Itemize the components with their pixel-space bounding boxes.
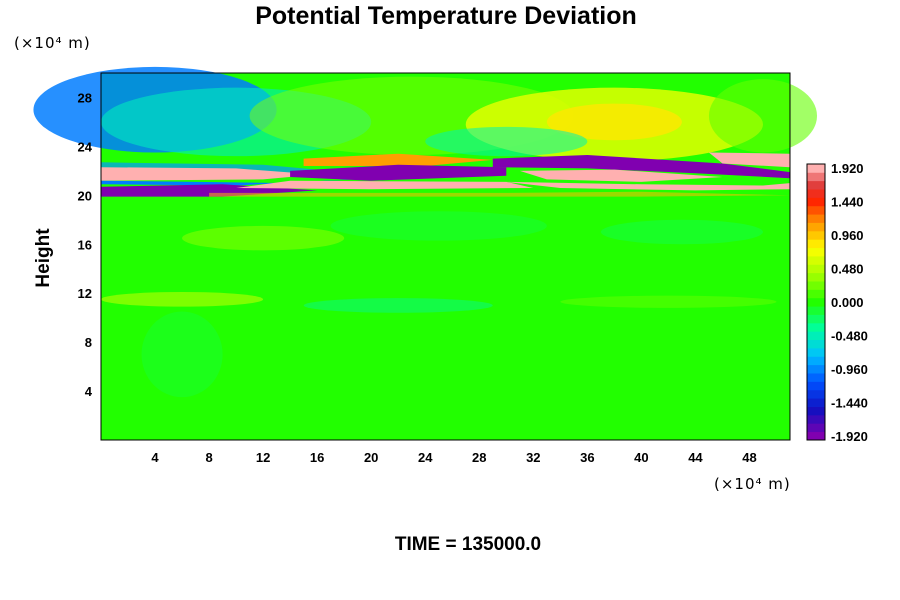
colorbar-label: -0.960 bbox=[831, 362, 868, 377]
colorbar-swatch bbox=[807, 356, 825, 366]
colorbar-label: -0.480 bbox=[831, 329, 868, 344]
y-axis-unit: (×10⁴ m) bbox=[14, 34, 91, 52]
colorbar-swatch bbox=[807, 322, 825, 332]
colorbar-swatch bbox=[807, 197, 825, 207]
y-tick-label: 8 bbox=[85, 335, 92, 350]
colorbar-swatch bbox=[807, 239, 825, 249]
colorbar-swatch bbox=[807, 423, 825, 433]
colorbar-label: 0.960 bbox=[831, 228, 864, 243]
colorbar-frame bbox=[806, 163, 826, 441]
field-feature bbox=[519, 169, 723, 182]
colorbar-swatch bbox=[807, 348, 825, 357]
colorbar-swatch bbox=[807, 414, 825, 424]
field-feature bbox=[546, 103, 682, 141]
colorbar-swatch bbox=[807, 373, 825, 382]
colorbar-swatch bbox=[807, 289, 825, 299]
x-tick-label: 28 bbox=[472, 450, 486, 465]
field-feature bbox=[708, 79, 818, 153]
colorbar-swatch bbox=[807, 314, 825, 324]
field-feature bbox=[101, 167, 318, 181]
colorbar-swatch bbox=[807, 272, 825, 282]
colorbar-swatch bbox=[807, 339, 825, 349]
colorbar-swatch bbox=[807, 256, 825, 265]
field-feature bbox=[425, 126, 588, 157]
colorbar-swatch bbox=[807, 264, 825, 274]
field-feature bbox=[330, 211, 547, 241]
colorbar: 1.920 1.440 0.960 0.480 0.000 -0.480 -0.960 -1.… bbox=[806, 161, 868, 444]
y-tick-label: 28 bbox=[78, 90, 92, 105]
colorbar-swatch bbox=[807, 306, 825, 315]
colorbar-label: -1.920 bbox=[831, 429, 868, 444]
field-feature bbox=[708, 152, 790, 168]
colorbar-labels: 1.920 1.440 0.960 0.480 0.000 -0.480 -0.960 -1.… bbox=[831, 161, 868, 444]
colorbar-swatches bbox=[807, 164, 825, 441]
x-tick-label: 8 bbox=[205, 450, 212, 465]
x-tick-label: 40 bbox=[634, 450, 648, 465]
colorbar-swatch bbox=[807, 189, 825, 198]
y-tick-label: 20 bbox=[78, 188, 92, 203]
colorbar-swatch bbox=[807, 431, 825, 441]
field-feature bbox=[506, 181, 790, 191]
colorbar-swatch bbox=[807, 180, 825, 190]
colorbar-swatch bbox=[807, 389, 825, 399]
colorbar-swatch bbox=[807, 381, 825, 391]
y-tick-label: 16 bbox=[78, 237, 92, 252]
field-feature bbox=[560, 295, 777, 308]
colorbar-swatch bbox=[807, 172, 825, 182]
colorbar-swatch bbox=[807, 398, 825, 407]
field-feature bbox=[209, 191, 791, 197]
x-axis-unit: (×10⁴ m) bbox=[714, 475, 791, 493]
colorbar-swatch bbox=[807, 214, 825, 223]
colorbar-swatch bbox=[807, 247, 825, 257]
colorbar-label: 1.440 bbox=[831, 195, 864, 210]
y-tick-label: 4 bbox=[85, 384, 93, 399]
field-feature bbox=[303, 298, 493, 313]
field-feature bbox=[101, 178, 372, 186]
field-feature bbox=[141, 311, 223, 398]
x-tick-label: 32 bbox=[526, 450, 540, 465]
field-feature bbox=[600, 219, 763, 245]
colorbar-label: 1.920 bbox=[831, 161, 864, 176]
field-feature bbox=[290, 164, 507, 181]
x-tick-label: 48 bbox=[742, 450, 756, 465]
colorbar-label: 0.000 bbox=[831, 295, 864, 310]
x-tick-label: 4 bbox=[151, 450, 159, 465]
colorbar-swatch bbox=[807, 364, 825, 374]
time-label: TIME = 135000.0 bbox=[395, 534, 541, 555]
y-axis-label: Height bbox=[33, 228, 54, 288]
colorbar-swatch bbox=[807, 164, 825, 173]
x-tick-label: 44 bbox=[688, 450, 703, 465]
colorbar-swatch bbox=[807, 281, 825, 290]
x-tick-label: 36 bbox=[580, 450, 594, 465]
y-axis-ticks: 4 8 12 16 20 24 28 bbox=[78, 90, 93, 399]
plot-frame bbox=[100, 72, 791, 441]
colorbar-swatch bbox=[807, 205, 825, 215]
colorbar-swatch bbox=[807, 222, 825, 232]
field-feature bbox=[236, 180, 534, 190]
x-tick-label: 20 bbox=[364, 450, 378, 465]
field-feature bbox=[182, 225, 345, 251]
colorbar-label: 0.480 bbox=[831, 262, 864, 277]
chart-title: Potential Temperature Deviation bbox=[255, 2, 637, 30]
field-features bbox=[33, 66, 818, 398]
y-tick-label: 24 bbox=[78, 139, 93, 154]
x-tick-label: 24 bbox=[418, 450, 433, 465]
field-feature bbox=[101, 291, 264, 307]
x-axis-ticks: 4 8 12 16 20 24 28 32 36 40 44 48 bbox=[151, 450, 756, 465]
colorbar-label: -1.440 bbox=[831, 396, 868, 411]
field-feature bbox=[303, 153, 493, 166]
y-tick-label: 12 bbox=[78, 286, 92, 301]
heatmap-field bbox=[33, 66, 818, 440]
x-tick-label: 12 bbox=[256, 450, 270, 465]
colorbar-swatch bbox=[807, 297, 825, 307]
colorbar-swatch bbox=[807, 230, 825, 240]
x-tick-label: 16 bbox=[310, 450, 324, 465]
field-feature bbox=[492, 155, 790, 179]
colorbar-swatch bbox=[807, 406, 825, 416]
colorbar-swatch bbox=[807, 331, 825, 341]
